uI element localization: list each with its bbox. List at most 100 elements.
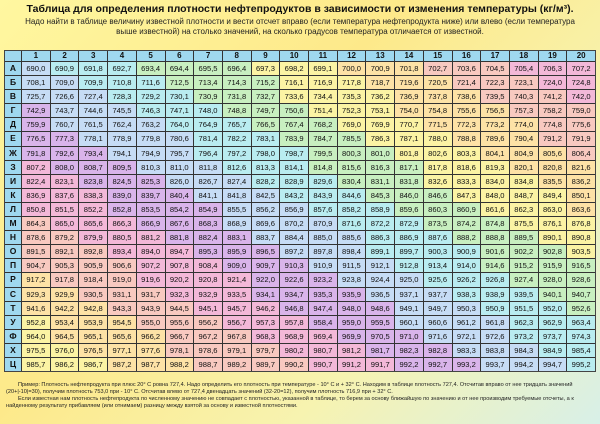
density-cell: 899,1 xyxy=(366,245,395,259)
density-cell: 768,2 xyxy=(309,118,337,132)
density-cell: 920,2 xyxy=(165,273,194,287)
density-cell: 833,3 xyxy=(452,174,481,188)
density-cell: 798,0 xyxy=(251,146,280,160)
density-cell: 888,8 xyxy=(481,231,509,245)
density-cell: 881,2 xyxy=(136,231,165,245)
density-cell: 869,6 xyxy=(251,217,280,231)
density-cell: 993,2 xyxy=(452,357,481,372)
density-cell: 845,3 xyxy=(366,188,395,202)
corner-cell xyxy=(5,51,21,61)
density-cell: 953,4 xyxy=(50,315,79,329)
density-cell: 978,1 xyxy=(165,343,194,357)
row-label: Х xyxy=(5,343,21,357)
density-cell: 881,8 xyxy=(165,231,194,245)
density-cell: 964,0 xyxy=(22,329,50,343)
density-cell: 809,5 xyxy=(108,160,136,174)
density-cell: 867,6 xyxy=(165,217,194,231)
column-header: 10 xyxy=(280,51,308,61)
density-cell: 742,9 xyxy=(22,104,50,118)
density-cell: 860,3 xyxy=(423,202,452,217)
density-cell: 814,1 xyxy=(280,160,308,174)
density-cell: 944,5 xyxy=(165,301,194,315)
density-cell: 801,8 xyxy=(395,146,423,160)
density-cell: 778,9 xyxy=(108,132,136,146)
density-cell: 731,8 xyxy=(222,90,251,104)
density-cell: 965,1 xyxy=(79,329,108,343)
density-cell: 777,3 xyxy=(50,132,79,146)
density-cell: 958,4 xyxy=(309,315,337,329)
density-cell: 779,8 xyxy=(136,132,165,146)
density-cell: 876,8 xyxy=(567,217,595,231)
density-cell: 916,5 xyxy=(567,259,595,273)
density-cell: 778,1 xyxy=(79,132,108,146)
density-cell: 724,8 xyxy=(567,76,595,90)
density-cell: 739,5 xyxy=(481,90,509,104)
density-cell: 816,3 xyxy=(366,160,395,174)
density-cell: 935,3 xyxy=(309,287,337,301)
density-cell: 718,7 xyxy=(366,76,395,90)
density-cell: 740,3 xyxy=(509,90,538,104)
note-text: Если известная нам плотность нефтепродук… xyxy=(6,396,574,409)
density-cell: 863,6 xyxy=(567,202,595,217)
density-cell: 803,3 xyxy=(452,146,481,160)
density-cell: 723,1 xyxy=(509,76,538,90)
density-cell: 892,1 xyxy=(50,245,79,259)
density-cell: 750,6 xyxy=(280,104,308,118)
density-cell: 760,7 xyxy=(50,118,79,132)
density-cell: 854,2 xyxy=(165,202,194,217)
density-cell: 828,2 xyxy=(251,174,280,188)
density-cell: 759,0 xyxy=(567,104,595,118)
density-cell: 847,3 xyxy=(452,188,481,202)
density-cell: 872,9 xyxy=(395,217,423,231)
density-cell: 903,5 xyxy=(567,245,595,259)
density-cell: 831,8 xyxy=(395,174,423,188)
density-cell: 937,7 xyxy=(423,287,452,301)
density-cell: 746,3 xyxy=(136,104,165,118)
density-cell: 925,6 xyxy=(423,273,452,287)
density-cell: 961,2 xyxy=(452,315,481,329)
density-cell: 988,2 xyxy=(165,357,194,372)
density-cell: 982,3 xyxy=(395,343,423,357)
density-cell: 812,6 xyxy=(222,160,251,174)
density-cell: 910,9 xyxy=(309,259,337,273)
density-cell: 878,6 xyxy=(22,231,50,245)
density-cell: 990,2 xyxy=(280,357,308,372)
row-label: Б xyxy=(5,76,21,90)
density-cell: 890,1 xyxy=(538,231,567,245)
density-cell: 810,3 xyxy=(136,160,165,174)
density-cell: 929,3 xyxy=(22,287,50,301)
density-cell: 729,2 xyxy=(136,90,165,104)
density-cell: 748,0 xyxy=(194,104,222,118)
density-cell: 922,0 xyxy=(251,273,280,287)
density-cell: 906,6 xyxy=(108,259,136,273)
density-cell: 991,2 xyxy=(337,357,366,372)
density-cell: 895,3 xyxy=(194,245,222,259)
footer: Пример: Плотность нефтепродукта при плюс… xyxy=(6,382,594,410)
column-header: 15 xyxy=(423,51,452,61)
density-cell: 856,9 xyxy=(280,202,308,217)
density-cell: 876,1 xyxy=(538,217,567,231)
density-cell: 995,2 xyxy=(567,357,595,372)
density-cell: 885,0 xyxy=(309,231,337,245)
density-cell: 953,9 xyxy=(79,315,108,329)
density-cell: 980,2 xyxy=(280,343,308,357)
density-cell: 943,9 xyxy=(136,301,165,315)
density-cell: 747,1 xyxy=(165,104,194,118)
density-cell: 834,8 xyxy=(509,174,538,188)
density-cell: 764,9 xyxy=(194,118,222,132)
density-cell: 874,2 xyxy=(452,217,481,231)
density-cell: 977,6 xyxy=(136,343,165,357)
density-cell: 954,5 xyxy=(108,315,136,329)
density-cell: 825,3 xyxy=(136,174,165,188)
density-cell: 940,7 xyxy=(567,287,595,301)
density-cell: 762,4 xyxy=(108,118,136,132)
density-cell: 921,4 xyxy=(222,273,251,287)
density-cell: 820,8 xyxy=(538,160,567,174)
row-label: И xyxy=(5,174,21,188)
density-cell: 745,5 xyxy=(108,104,136,118)
density-cell: 748,8 xyxy=(222,104,251,118)
density-cell: 774,8 xyxy=(538,118,567,132)
density-cell: 716,9 xyxy=(309,76,337,90)
density-cell: 950,9 xyxy=(481,301,509,315)
density-cell: 934,7 xyxy=(280,287,308,301)
